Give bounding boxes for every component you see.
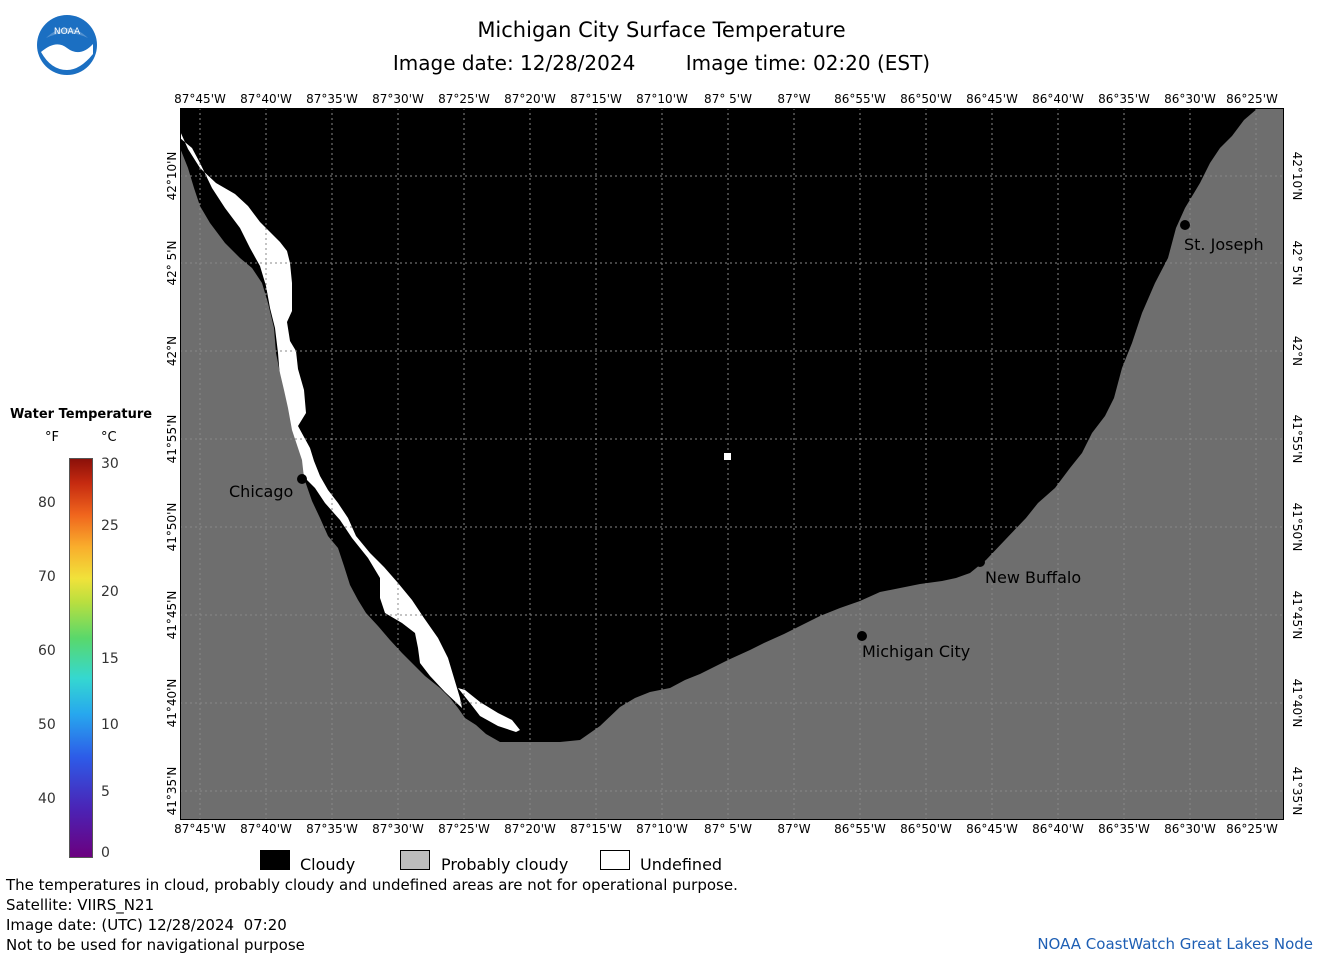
- new-buffalo-marker: [975, 557, 985, 567]
- colorbar-c-tick: 20: [101, 584, 119, 600]
- colorbar-unit-f: °F: [45, 430, 59, 445]
- lat-tick-right: 41°40'N: [1290, 678, 1304, 728]
- lon-tick-top: 86°50'W: [900, 92, 952, 106]
- lon-tick-bottom: 86°55'W: [834, 822, 886, 836]
- colorbar-c-tick: 25: [101, 518, 119, 534]
- city-label-michigan-city: Michigan City: [862, 642, 971, 661]
- city-label-st-joseph: St. Joseph: [1184, 235, 1264, 254]
- noaa-logo: NOAA: [37, 15, 97, 75]
- lon-tick-top: 87°25'W: [438, 92, 490, 106]
- michigan-city-marker: [857, 631, 867, 641]
- lat-tick-left: 42°10'N: [165, 151, 179, 201]
- lon-tick-bottom: 87°45'W: [174, 822, 226, 836]
- lat-tick-left: 41°40'N: [165, 678, 179, 728]
- lon-tick-bottom: 87°W: [777, 822, 811, 836]
- lon-tick-bottom: 86°25'W: [1226, 822, 1278, 836]
- lon-tick-bottom: 87°40'W: [240, 822, 292, 836]
- graticule: [180, 108, 1284, 820]
- lat-tick-left: 41°55'N: [165, 414, 179, 464]
- logo-text: NOAA: [54, 27, 81, 37]
- lon-tick-top: 87°10'W: [636, 92, 688, 106]
- lon-tick-bottom: 86°40'W: [1032, 822, 1084, 836]
- lon-tick-top: 86°25'W: [1226, 92, 1278, 106]
- colorbar-c-tick: 10: [101, 717, 119, 733]
- lon-tick-top: 87°20'W: [504, 92, 556, 106]
- credit-link[interactable]: NOAA CoastWatch Great Lakes Node: [1037, 935, 1313, 953]
- lon-tick-bottom: 87°20'W: [504, 822, 556, 836]
- navigation-warning: Not to be used for navigational purpose: [6, 936, 305, 954]
- lon-tick-bottom: 86°35'W: [1098, 822, 1150, 836]
- lon-tick-bottom: 87°10'W: [636, 822, 688, 836]
- lat-tick-right: 41°35'N: [1290, 766, 1304, 816]
- colorbar-c-tick: 0: [101, 845, 110, 861]
- lat-tick-left: 42°N: [165, 335, 179, 367]
- lon-tick-top: 86°30'W: [1164, 92, 1216, 106]
- utc-date-text: Image date: (UTC) 12/28/2024 07:20: [6, 916, 287, 934]
- lat-tick-right: 41°45'N: [1290, 590, 1304, 640]
- colorbar-f-tick: 80: [38, 495, 56, 511]
- satellite-text: Satellite: VIIRS_N21: [6, 896, 155, 914]
- lon-tick-bottom: 87°30'W: [372, 822, 424, 836]
- lon-tick-bottom: 86°45'W: [966, 822, 1018, 836]
- page-title: Michigan City Surface Temperature: [477, 18, 846, 42]
- map-frame: [180, 108, 1284, 820]
- lon-tick-top: 87°15'W: [570, 92, 622, 106]
- lon-tick-bottom: 86°30'W: [1164, 822, 1216, 836]
- lon-tick-bottom: 87°15'W: [570, 822, 622, 836]
- image-time: Image time: 02:20 (EST): [685, 51, 931, 75]
- lat-tick-left: 41°45'N: [165, 590, 179, 640]
- city-label-chicago: Chicago: [229, 482, 294, 501]
- cloudy-swatch: [260, 850, 290, 870]
- image-date: Image date: 12/28/2024: [392, 51, 636, 75]
- colorbar-c-tick: 15: [101, 651, 119, 667]
- st-joseph-marker: [1180, 220, 1190, 230]
- lat-tick-left: 41°35'N: [165, 766, 179, 816]
- colorbar-f-tick: 60: [38, 643, 56, 659]
- lon-tick-top: 87°W: [777, 92, 811, 106]
- city-label-new-buffalo: New Buffalo: [985, 568, 1082, 587]
- undefined-region-south: [458, 688, 520, 732]
- lon-tick-bottom: 87°35'W: [306, 822, 358, 836]
- lon-tick-top: 86°35'W: [1098, 92, 1150, 106]
- disclaimer-text: The temperatures in cloud, probably clou…: [6, 876, 738, 894]
- lat-tick-left: 42° 5'N: [165, 240, 179, 286]
- lon-tick-bottom: 87° 5'W: [704, 822, 752, 836]
- lat-tick-left: 41°50'N: [165, 502, 179, 552]
- undefined-label: Undefined: [640, 855, 723, 874]
- lon-tick-top: 87°40'W: [240, 92, 292, 106]
- colorbar-f-tick: 50: [38, 717, 56, 733]
- colorbar: [69, 458, 93, 858]
- lon-tick-top: 86°40'W: [1032, 92, 1084, 106]
- colorbar-unit-c: °C: [101, 430, 117, 445]
- undefined-swatch: [600, 850, 630, 870]
- lon-tick-top: 87°45'W: [174, 92, 226, 106]
- lat-tick-right: 41°55'N: [1290, 414, 1304, 464]
- undefined-region: [180, 131, 462, 708]
- lon-tick-top: 86°45'W: [966, 92, 1018, 106]
- probably-cloudy-swatch: [400, 850, 430, 870]
- colorbar-c-tick: 30: [101, 456, 119, 472]
- chicago-marker: [297, 474, 307, 484]
- lat-tick-right: 42°10'N: [1290, 151, 1304, 201]
- lon-tick-top: 86°55'W: [834, 92, 886, 106]
- colorbar-c-tick: 5: [101, 784, 110, 800]
- lat-tick-right: 42° 5'N: [1290, 240, 1304, 286]
- probably-cloudy-label: Probably cloudy: [441, 855, 569, 874]
- lon-tick-bottom: 86°50'W: [900, 822, 952, 836]
- lon-tick-top: 87° 5'W: [704, 92, 752, 106]
- lat-tick-right: 42°N: [1290, 335, 1304, 367]
- land: [180, 108, 1284, 820]
- lon-tick-top: 87°35'W: [306, 92, 358, 106]
- colorbar-title: Water Temperature: [10, 407, 153, 422]
- lon-tick-top: 87°30'W: [372, 92, 424, 106]
- colorbar-f-tick: 70: [38, 569, 56, 585]
- lat-tick-right: 41°50'N: [1290, 502, 1304, 552]
- page-subtitle: Image date: 12/28/2024 Image time: 02:20…: [0, 51, 1323, 75]
- cloudy-label: Cloudy: [300, 855, 356, 874]
- lon-tick-bottom: 87°25'W: [438, 822, 490, 836]
- buoy-marker: [724, 453, 731, 460]
- map-area: [180, 108, 1284, 820]
- colorbar-f-tick: 40: [38, 791, 56, 807]
